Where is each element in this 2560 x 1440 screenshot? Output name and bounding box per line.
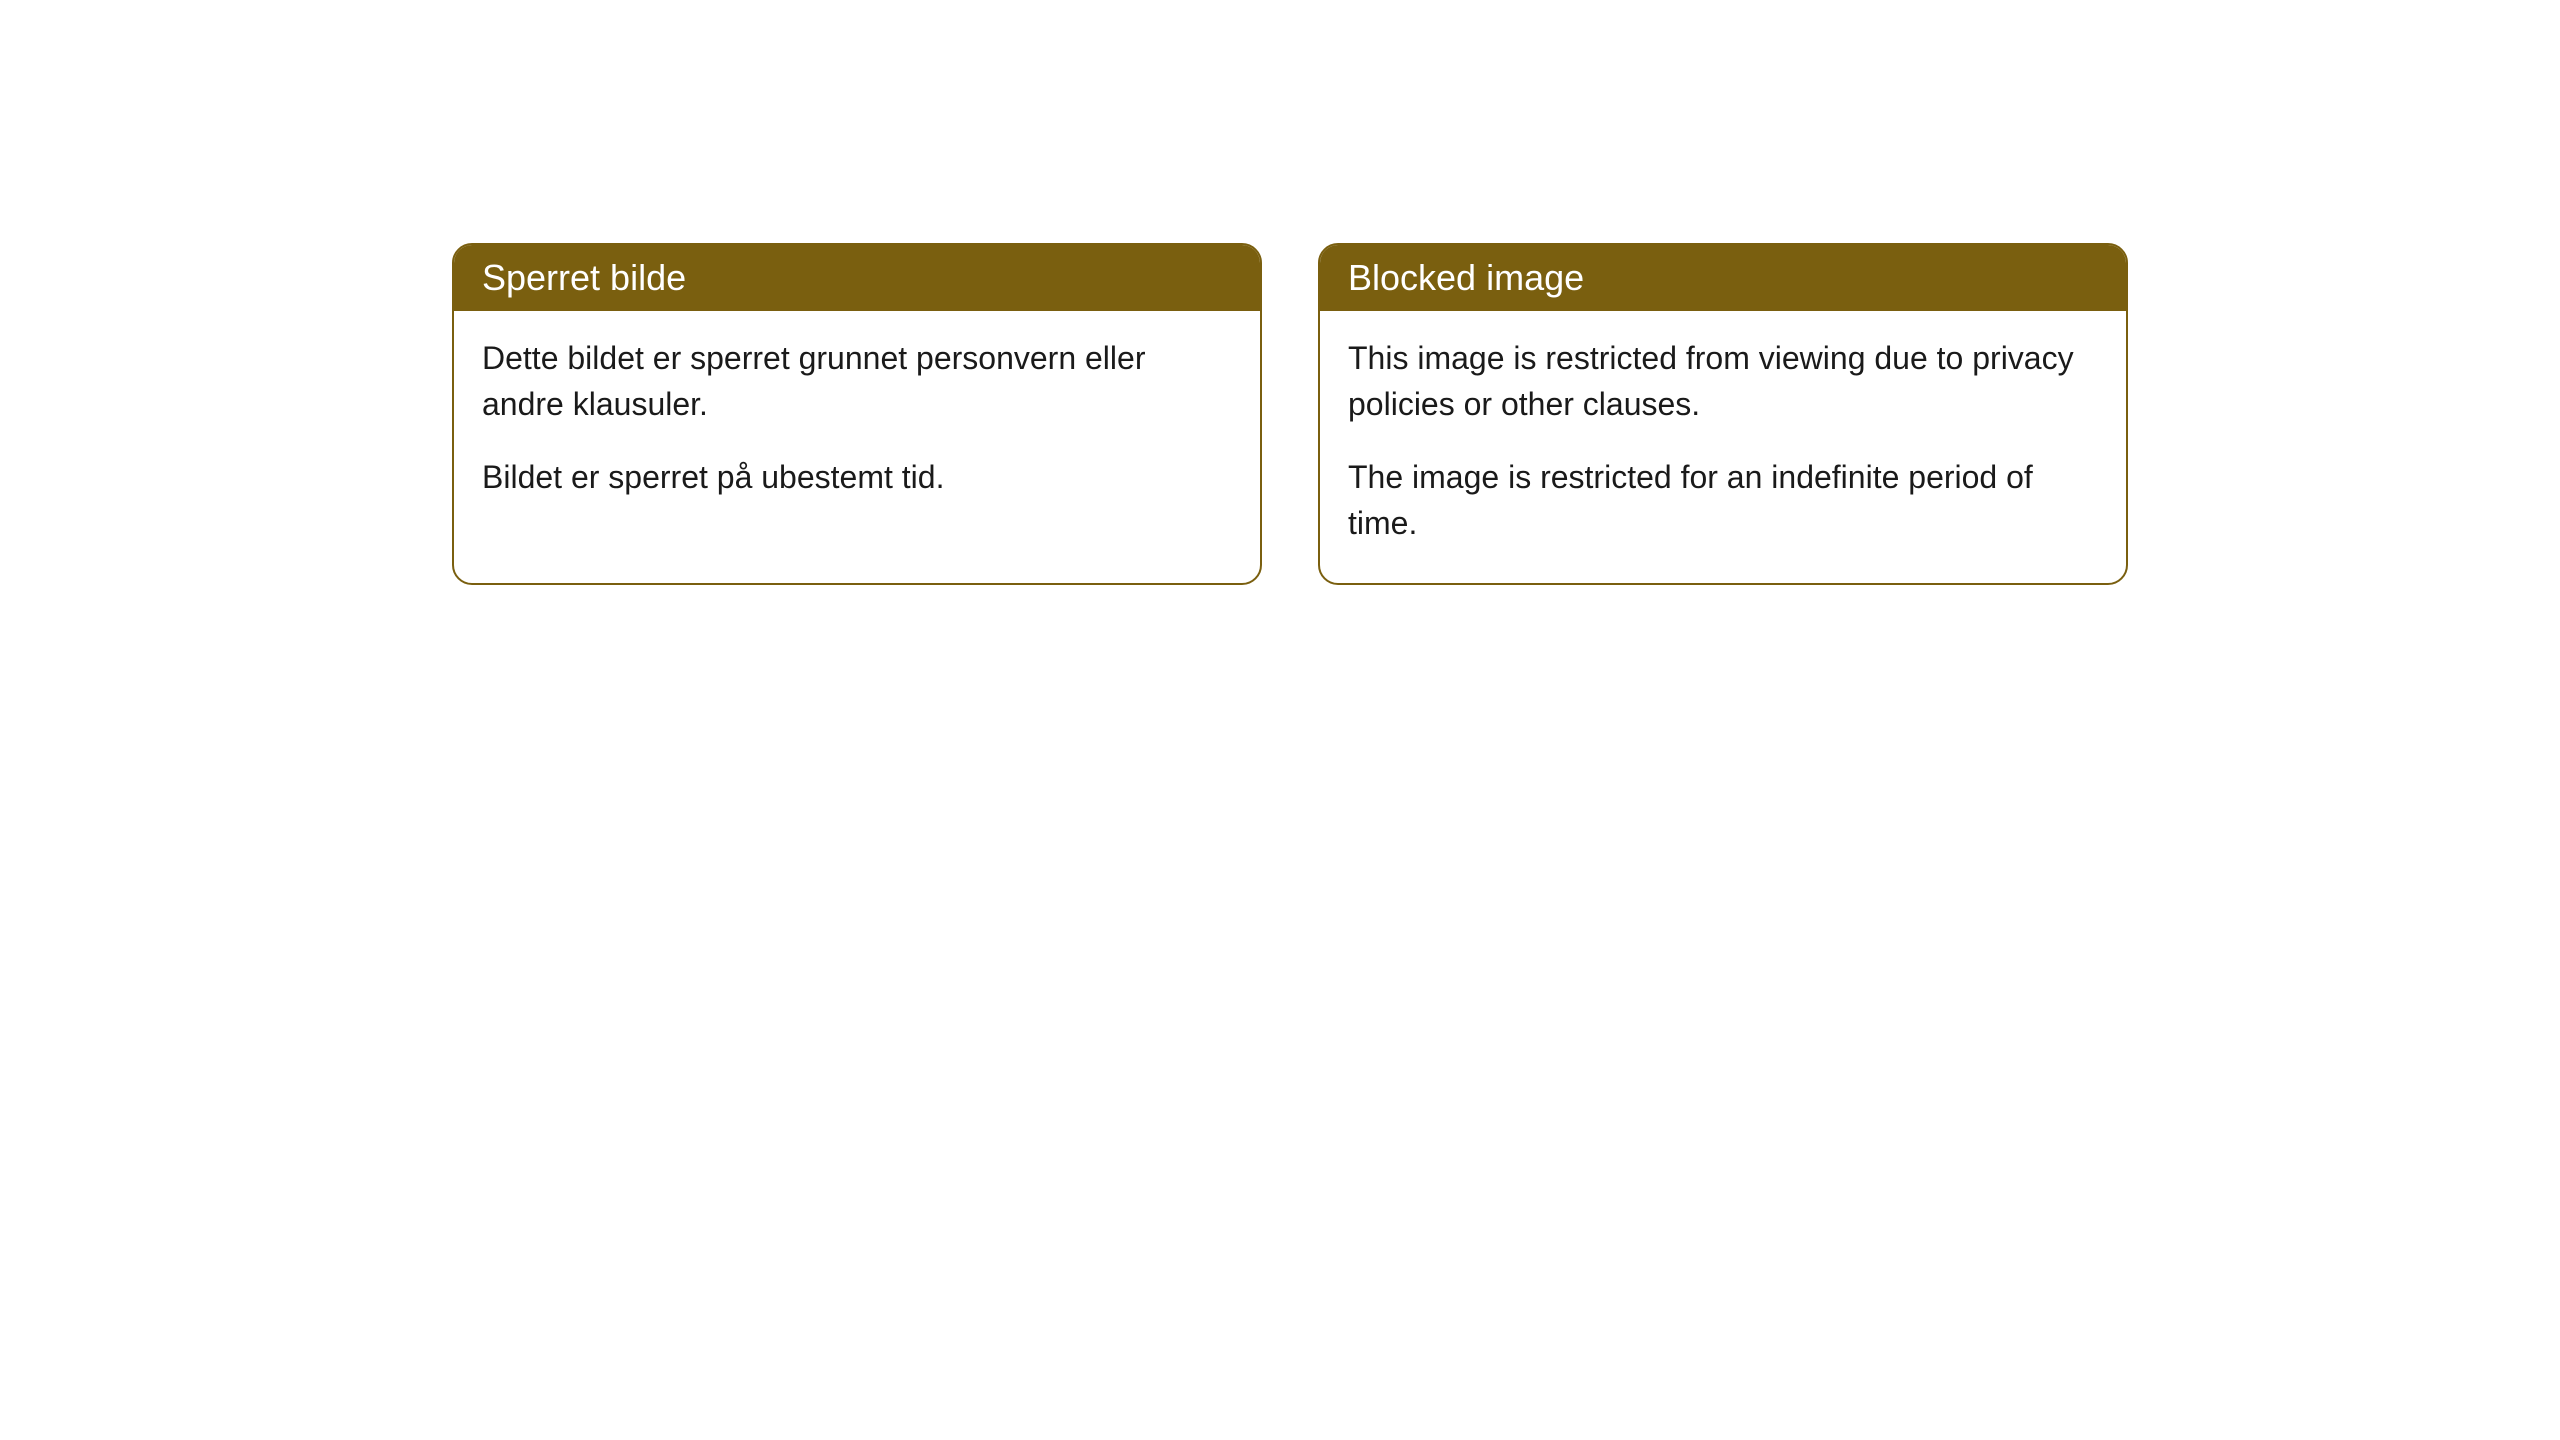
card-paragraph: Dette bildet er sperret grunnet personve…: [482, 335, 1232, 428]
blocked-image-notice-no: Sperret bilde Dette bildet er sperret gr…: [452, 243, 1262, 585]
card-header: Blocked image: [1320, 245, 2126, 311]
card-body: This image is restricted from viewing du…: [1320, 311, 2126, 583]
card-title: Sperret bilde: [482, 257, 686, 298]
card-header: Sperret bilde: [454, 245, 1260, 311]
blocked-image-notice-en: Blocked image This image is restricted f…: [1318, 243, 2128, 585]
card-title: Blocked image: [1348, 257, 1584, 298]
card-body: Dette bildet er sperret grunnet personve…: [454, 311, 1260, 536]
card-paragraph: Bildet er sperret på ubestemt tid.: [482, 454, 1232, 500]
card-paragraph: The image is restricted for an indefinit…: [1348, 454, 2098, 547]
notice-cards-container: Sperret bilde Dette bildet er sperret gr…: [452, 243, 2128, 585]
card-paragraph: This image is restricted from viewing du…: [1348, 335, 2098, 428]
